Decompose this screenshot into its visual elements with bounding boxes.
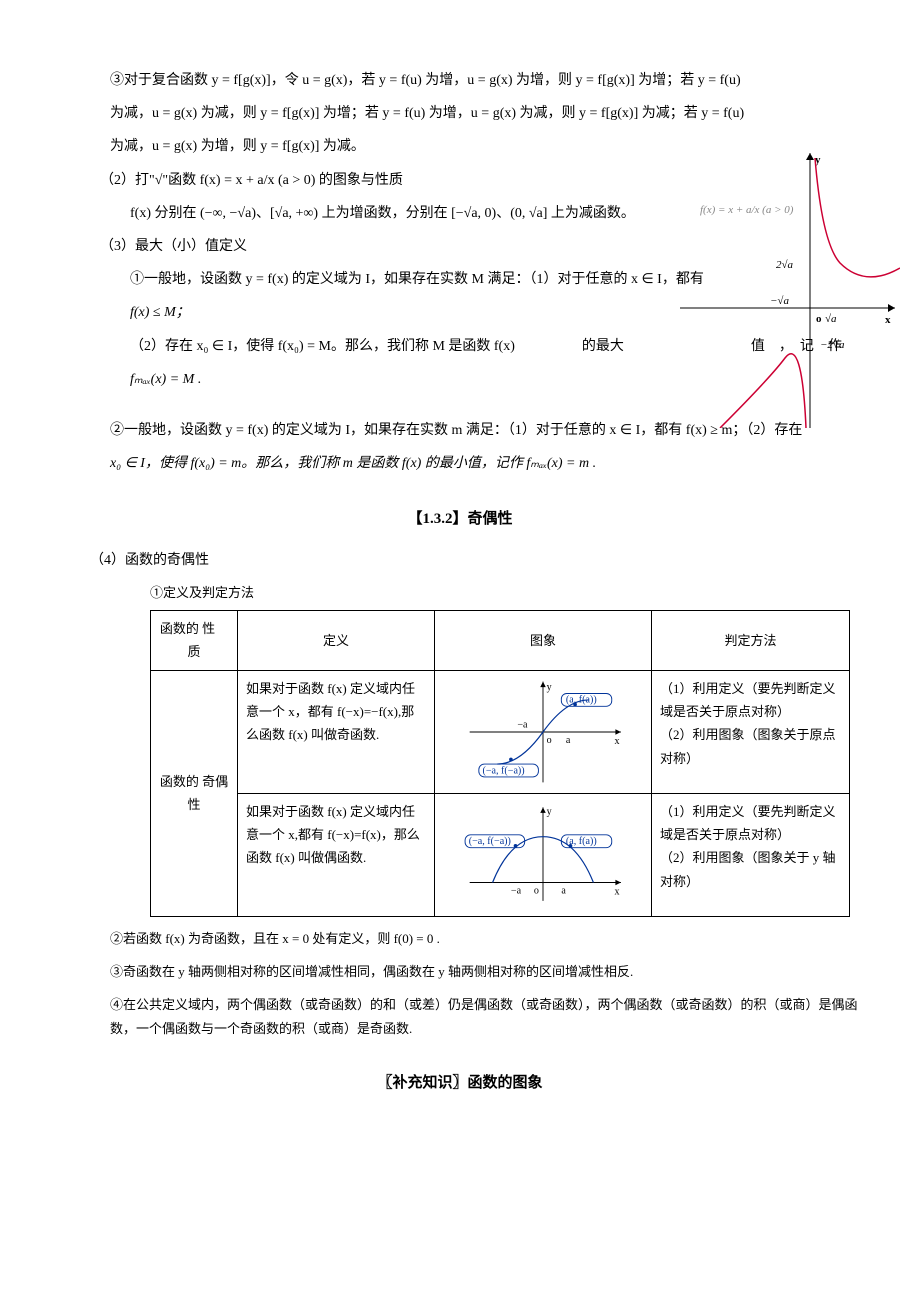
x-arrow <box>888 304 895 312</box>
after-p3: ③奇函数在 y 轴两侧相对称的区间增减性相同，偶函数在 y 轴两侧相对称的区间增… <box>110 960 870 983</box>
row-label: 函数的 奇偶性 <box>151 670 238 916</box>
curve-left <box>720 354 806 428</box>
odd-def: 如果对于函数 f(x) 定义域内任意一个 x，都有 f(−x)=−f(x),那么… <box>238 670 435 793</box>
after-p2: ②若函数 f(x) 为奇函数，且在 x = 0 处有定义，则 f(0) = 0 … <box>110 927 870 950</box>
table-row-odd: 函数的 奇偶性 如果对于函数 f(x) 定义域内任意一个 x，都有 f(−x)=… <box>151 670 850 793</box>
svg-text:y: y <box>547 681 552 692</box>
hook-function-graph: y x o f(x) = x + a/x (a > 0) 2√a −√a √a … <box>680 148 900 428</box>
origin-label: o <box>816 313 822 325</box>
x-label: x <box>885 314 891 326</box>
compound-func-line2: 为减，u = g(x) 为减，则 y = f[g(x)] 为增；若 y = f(… <box>110 101 870 126</box>
svg-text:−a: −a <box>511 885 522 896</box>
curve-right <box>815 158 900 277</box>
section4-head: （4）函数的奇偶性 <box>90 548 870 573</box>
svg-text:x: x <box>615 886 620 897</box>
section3-p4: x₀ ∈ I，使得 f(x₀) = m。那么，我们称 m 是函数 f(x) 的最… <box>110 451 870 476</box>
tick-sqrt-a: √a <box>825 313 837 325</box>
svg-text:o: o <box>534 885 539 896</box>
table-header-row: 函数的 性 质 定义 图象 判定方法 <box>151 610 850 670</box>
svg-text:(a, f(a)): (a, f(a)) <box>566 694 597 705</box>
compound-func-line1: ③对于复合函数 y = f[g(x)]，令 u = g(x)，若 y = f(u… <box>110 68 870 93</box>
section-132-title: 【1.3.2】奇偶性 <box>50 506 870 533</box>
svg-text:o: o <box>547 735 552 746</box>
even-graph-cell: y x o −a a (a, f(a)) (−a, f(−a)) <box>435 793 652 916</box>
svg-text:a: a <box>566 735 571 746</box>
tick-2sqrt-a: 2√a <box>776 259 794 271</box>
after-p4: ④在公共定义域内，两个偶函数（或奇函数）的和（或差）仍是偶函数（或奇函数），两个… <box>110 993 870 1040</box>
section3-p2a: （2）存在 x₀ ∈ I，使得 f(x₀) = M。那么，我们称 M 是函数 f… <box>130 339 515 354</box>
odd-method: （1）利用定义（要先判断定义域是否关于原点对称） （2）利用图象（图象关于原点对… <box>652 670 850 793</box>
odd-graph-cell: y x o −a a (a, f(a)) (−a, f(−a)) <box>435 670 652 793</box>
even-def: 如果对于函数 f(x) 定义域内任意一个 x,都有 f(−x)=f(x)，那么函… <box>238 793 435 916</box>
th-property: 函数的 性 质 <box>151 610 238 670</box>
svg-text:(−a, f(−a)): (−a, f(−a)) <box>483 765 525 776</box>
parity-table: 函数的 性 质 定义 图象 判定方法 函数的 奇偶性 如果对于函数 f(x) 定… <box>150 610 850 917</box>
section3-p2a-gap: 的最大 <box>582 339 624 354</box>
y-arrow <box>806 153 814 160</box>
svg-text:x: x <box>615 736 620 747</box>
svg-text:(−a, f(−a)): (−a, f(−a)) <box>469 836 511 847</box>
svg-text:(a, f(a)): (a, f(a)) <box>566 836 597 847</box>
even-method: （1）利用定义（要先判断定义域是否关于原点对称） （2）利用图象（图象关于 y … <box>652 793 850 916</box>
odd-function-graph: y x o −a a (a, f(a)) (−a, f(−a)) <box>453 677 633 787</box>
table-row-even: 如果对于函数 f(x) 定义域内任意一个 x,都有 f(−x)=f(x)，那么函… <box>151 793 850 916</box>
tick-neg-2sqrt-a: −2√a <box>820 339 845 351</box>
th-method: 判定方法 <box>652 610 850 670</box>
svg-text:a: a <box>561 885 566 896</box>
th-definition: 定义 <box>238 610 435 670</box>
tick-neg-sqrt-a: −√a <box>770 295 789 307</box>
even-function-graph: y x o −a a (a, f(a)) (−a, f(−a)) <box>453 800 633 910</box>
svg-text:−a: −a <box>517 719 528 730</box>
graph-formula: f(x) = x + a/x (a > 0) <box>700 204 794 216</box>
svg-text:y: y <box>547 806 552 817</box>
section4-subhead: ①定义及判定方法 <box>150 581 870 604</box>
th-graph: 图象 <box>435 610 652 670</box>
bottom-title: 〖补充知识〗函数的图象 <box>50 1070 870 1097</box>
